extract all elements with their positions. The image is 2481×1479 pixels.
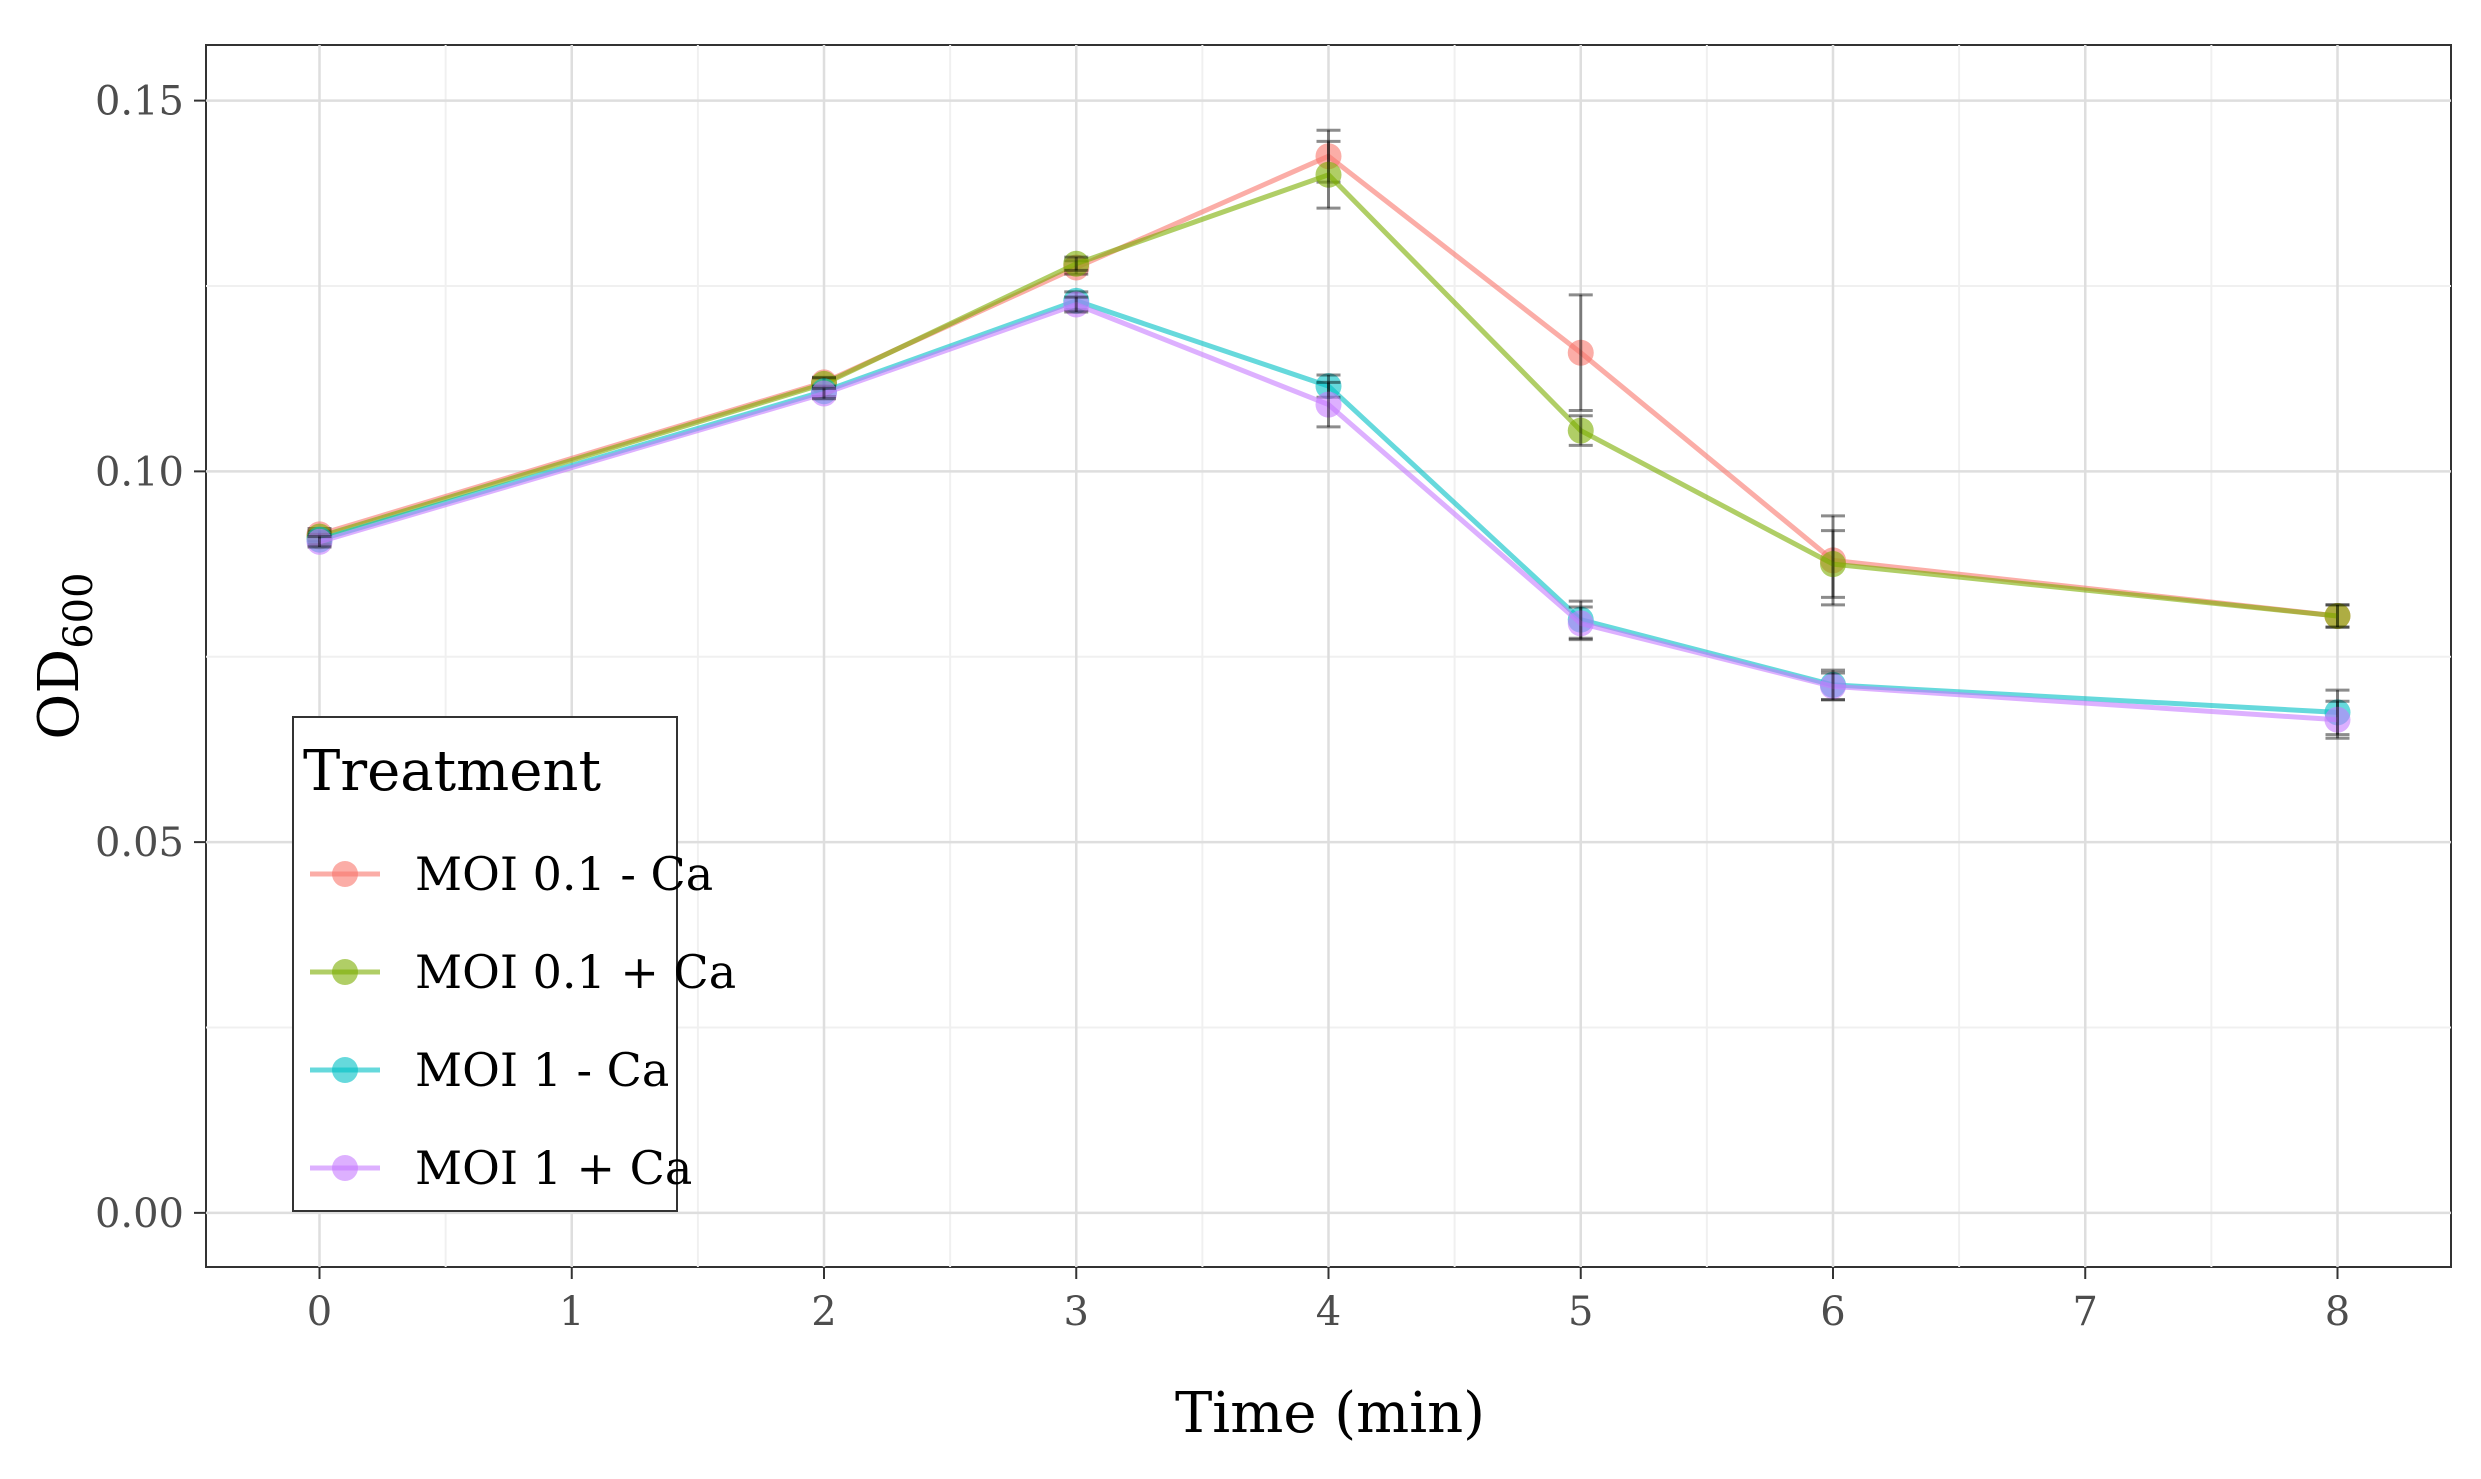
data-point [2324, 706, 2351, 733]
data-point [306, 528, 333, 555]
legend-label: MOI 1 + Ca [415, 1141, 692, 1195]
legend-key-point [332, 1057, 358, 1083]
legend-item: MOI 0.1 + Ca [310, 945, 736, 999]
data-point [1567, 610, 1594, 637]
x-tick-label: 3 [1064, 1289, 1089, 1335]
legend-item: MOI 0.1 - Ca [310, 847, 713, 901]
legend-label: MOI 0.1 - Ca [415, 847, 713, 901]
data-point [1063, 291, 1090, 318]
legend-label: MOI 0.1 + Ca [415, 945, 736, 999]
axes: 0 1 2 3 4 5 6 7 8 0.00 0.05 0.10 0.15 [95, 79, 2350, 1335]
legend-key-point [332, 959, 358, 985]
y-tick-label: 0.00 [95, 1191, 184, 1237]
data-point [1315, 143, 1342, 170]
legend-box [292, 716, 678, 1212]
data-point [1063, 250, 1090, 277]
x-tick-label: 4 [1316, 1289, 1341, 1335]
legend-item: MOI 1 - Ca [310, 1043, 669, 1097]
y-axis-title: OD600 [27, 572, 102, 739]
legend-label: MOI 1 - Ca [415, 1043, 669, 1097]
series-4 [306, 291, 2351, 740]
data-point [2324, 602, 2351, 629]
data-point [1315, 161, 1342, 188]
x-tick-label: 5 [1568, 1289, 1593, 1335]
data-point [1819, 551, 1846, 578]
x-tick-label: 2 [811, 1289, 836, 1335]
x-axis-title: Time (min) [1175, 1381, 1485, 1446]
legend-items: MOI 0.1 - Ca MOI 0.1 + Ca MOI 1 - Ca MOI 1 … [310, 847, 736, 1195]
data-point [1567, 417, 1594, 444]
x-tick-label: 6 [1820, 1289, 1845, 1335]
legend-item: MOI 1 + Ca [310, 1141, 692, 1195]
y-tick-label: 0.15 [95, 79, 184, 125]
data-point [1315, 373, 1342, 400]
legend-title: Treatment [303, 739, 601, 804]
data-point [811, 380, 838, 407]
series [306, 128, 2351, 740]
data-point [1819, 673, 1846, 700]
y-axis-title-subscript: 600 [56, 572, 102, 648]
x-tick-label: 0 [307, 1289, 332, 1335]
x-tick-label: 8 [2325, 1289, 2350, 1335]
legend-key-point [332, 1155, 358, 1181]
x-tick-label: 7 [2073, 1289, 2098, 1335]
y-tick-label: 0.05 [95, 820, 184, 866]
data-point [1567, 339, 1594, 366]
y-tick-label: 0.10 [95, 449, 184, 495]
x-tick-label: 1 [559, 1289, 584, 1335]
legend-key-point [332, 861, 358, 887]
data-point [1315, 391, 1342, 418]
legend: Treatment MOI 0.1 - Ca MOI 0.1 + Ca MOI 1 … [292, 716, 736, 1212]
